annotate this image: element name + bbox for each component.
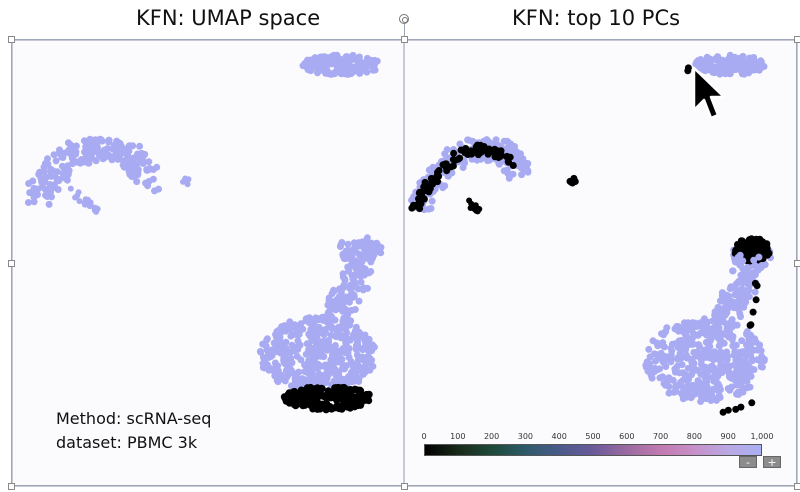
colorbar-tick-label: 600 bbox=[619, 432, 635, 441]
colorbar-tick-label: 1,000 bbox=[750, 432, 774, 441]
colorbar-gradient bbox=[424, 444, 762, 456]
right-small-cluster bbox=[566, 174, 579, 187]
zoom-in-button[interactable]: + bbox=[763, 456, 781, 469]
left-scatter-panel[interactable] bbox=[12, 40, 404, 487]
rotate-handle-icon[interactable] bbox=[399, 14, 409, 24]
resize-handle-bottom-left[interactable] bbox=[8, 483, 15, 490]
colorbar-tick-label: 400 bbox=[551, 432, 567, 441]
zoom-out-button[interactable]: - bbox=[739, 456, 757, 469]
right-main-body bbox=[642, 315, 768, 405]
left-body-neck bbox=[323, 246, 375, 331]
resize-handle-middle-left[interactable] bbox=[8, 260, 15, 267]
colorbar-tick-label: 300 bbox=[517, 432, 534, 441]
colorbar-tick-label: 200 bbox=[483, 432, 500, 441]
resize-handle-top-right[interactable] bbox=[794, 36, 800, 43]
right-top-highlight bbox=[684, 64, 692, 75]
colorbar: 0 100 200 300 400 500 600 700 800 900 1,000 bbox=[420, 432, 773, 456]
left-top-cluster bbox=[299, 51, 381, 78]
colorbar-tick-label: 700 bbox=[652, 432, 669, 441]
left-main-body bbox=[256, 313, 378, 396]
colorbar-tick-label: 800 bbox=[686, 432, 703, 441]
rotate-handle-stem bbox=[404, 24, 405, 39]
resize-handle-top-middle[interactable] bbox=[401, 36, 408, 43]
method-caption: Method: scRNA-seq bbox=[56, 409, 212, 428]
colorbar-tick-label: 500 bbox=[585, 432, 601, 441]
left-arc-cluster bbox=[24, 135, 162, 208]
right-arc-highlight bbox=[408, 141, 517, 213]
left-plot-title: KFN: UMAP space bbox=[136, 6, 321, 30]
colorbar-tick-label: 100 bbox=[450, 432, 466, 441]
mouse-pointer-icon bbox=[692, 66, 726, 120]
right-neck-highlight bbox=[746, 279, 761, 329]
left-small-cluster bbox=[180, 175, 192, 188]
left-highlighted-points bbox=[280, 383, 373, 414]
resize-handle-top-left[interactable] bbox=[8, 36, 15, 43]
resize-handle-middle-right[interactable] bbox=[794, 260, 800, 267]
right-top-cluster bbox=[692, 51, 768, 78]
resize-handle-bottom-middle[interactable] bbox=[401, 483, 408, 490]
right-bottom-highlight bbox=[719, 399, 756, 416]
colorbar-tick-label: 900 bbox=[720, 432, 736, 441]
left-arc-tail bbox=[67, 185, 101, 215]
right-plot-title: KFN: top 10 PCs bbox=[512, 6, 681, 30]
right-arc-tail-highlight bbox=[466, 197, 483, 215]
colorbar-tick-labels: 0 100 200 300 400 500 600 700 800 900 1,000 bbox=[420, 432, 773, 444]
dataset-caption: dataset: PBMC 3k bbox=[56, 433, 198, 452]
resize-handle-bottom-right[interactable] bbox=[794, 483, 800, 490]
colorbar-tick-label: 0 bbox=[421, 432, 427, 441]
